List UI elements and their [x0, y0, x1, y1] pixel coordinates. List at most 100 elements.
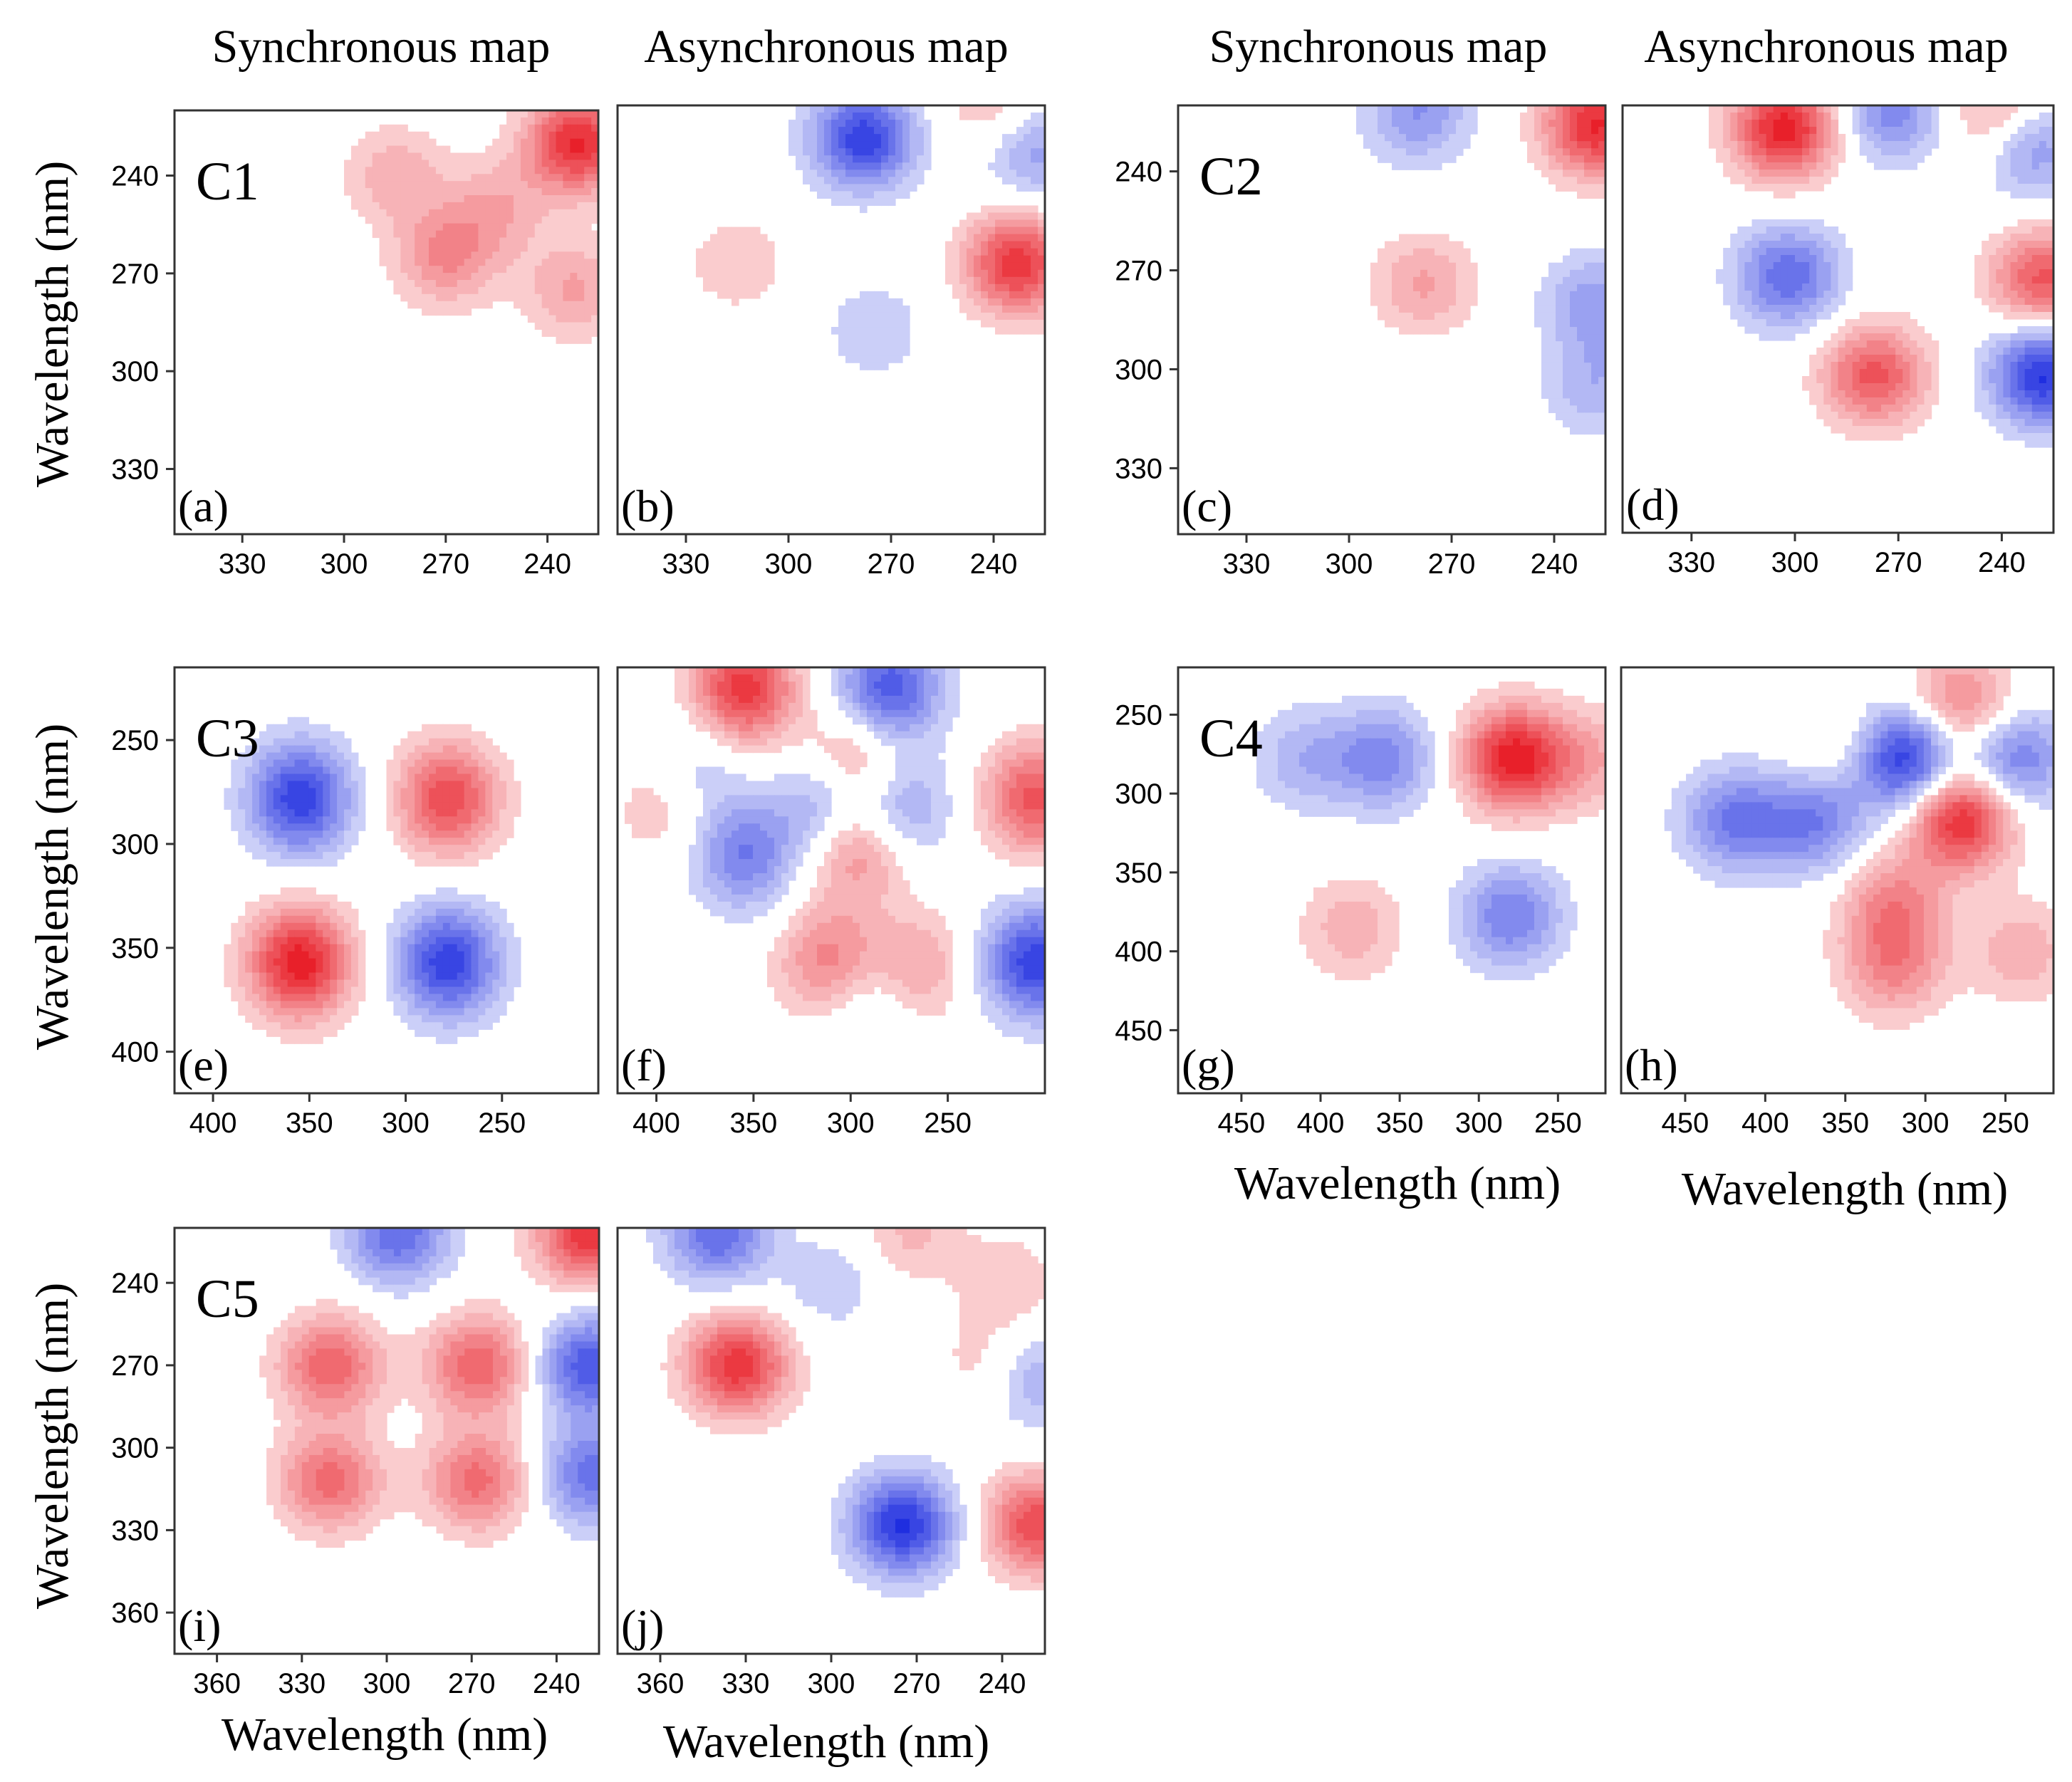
heatmap-cell [1730, 291, 1738, 298]
heatmap-cell [429, 1008, 437, 1016]
heatmap-cell [471, 745, 479, 754]
heatmap-cell [407, 823, 415, 831]
heatmap-cell [1548, 170, 1556, 177]
heatmap-cell [435, 273, 444, 281]
heatmap-cell [817, 127, 825, 135]
heatmap-cell [1584, 127, 1592, 135]
heatmap-cell [1406, 155, 1414, 163]
heatmap-cell [499, 908, 507, 917]
heatmap-cell [471, 1022, 479, 1030]
heatmap-cell [2010, 390, 2019, 398]
heatmap-cell [337, 795, 345, 803]
column-title-synchronous-right: Synchronous map [1209, 21, 1548, 73]
heatmap-cell [1591, 105, 1599, 113]
heatmap-cell [703, 283, 711, 292]
heatmap-cell [2031, 269, 2040, 277]
heatmap-cell [938, 667, 946, 675]
heatmap-cell [1866, 340, 1875, 348]
heatmap-cell [534, 181, 543, 189]
heatmap-cell [1895, 141, 1903, 149]
heatmap-cell [422, 301, 430, 309]
heatmap-cell [259, 745, 267, 754]
heatmap-cell [506, 809, 514, 817]
heatmap-cell [591, 181, 599, 189]
heatmap-cell [1413, 141, 1421, 149]
heatmap-cell [506, 759, 514, 768]
heatmap-cell [1427, 241, 1435, 249]
heatmap-cell [1780, 134, 1789, 142]
heatmap-cell [350, 781, 359, 789]
heatmap-cell [534, 237, 543, 246]
heatmap-cell [435, 887, 444, 895]
heatmap-cell [584, 145, 592, 154]
heatmap-cell [316, 937, 323, 945]
heatmap-cell [584, 329, 592, 337]
heatmap-cell [231, 773, 239, 782]
heatmap-cell [1570, 170, 1578, 177]
heatmap-cell [435, 1029, 444, 1037]
heatmap-cell [974, 312, 982, 321]
heatmap-cell [365, 160, 373, 167]
heatmap-cell [732, 262, 739, 271]
heatmap-cell [1556, 384, 1563, 392]
heatmap-cell [1873, 319, 1882, 327]
heatmap-cell [1456, 269, 1464, 278]
heatmap-cell [266, 972, 274, 981]
heatmap-cell [1520, 127, 1528, 135]
heatmap-cell [231, 937, 239, 945]
heatmap-cell [1435, 113, 1442, 120]
heatmap-cell [323, 929, 330, 938]
heatmap-cell [429, 894, 437, 902]
heatmap-cell [1378, 148, 1385, 156]
heatmap-cell [386, 223, 395, 231]
heatmap-cell [570, 209, 578, 217]
heatmap-cell [273, 752, 281, 761]
heatmap-cell [959, 255, 967, 264]
heatmap-cell [499, 922, 507, 931]
heatmap-cell [1996, 120, 2004, 127]
heatmap-cell [386, 937, 395, 945]
heatmap-cell [1016, 298, 1024, 306]
column-title-asynchronous-left: Asynchronous map [644, 21, 1008, 73]
heatmap-cell [1420, 298, 1428, 306]
heatmap-cell [1556, 155, 1563, 163]
heatmap-cell [1730, 276, 1738, 284]
heatmap-cell [485, 251, 493, 259]
heatmap-cell [266, 788, 274, 796]
heatmap-cell [499, 1001, 507, 1009]
heatmap-cell [2031, 241, 2040, 249]
heatmap-cells [625, 667, 1046, 1044]
heatmap-cell [917, 162, 925, 170]
heatmap-cell [1570, 141, 1578, 149]
x-tick-label: 330 [1667, 547, 1715, 578]
heatmap-cell [1024, 170, 1031, 177]
heatmap-cell [449, 845, 458, 853]
heatmap-cell [2031, 120, 2040, 127]
heatmap-cell [514, 237, 521, 246]
heatmap-cell [1024, 205, 1031, 214]
heatmap-cell [831, 674, 839, 682]
heatmap-cell [294, 887, 303, 895]
heatmap-cell [1795, 255, 1803, 263]
heatmap-cell [492, 802, 500, 810]
heatmap-cell [1420, 105, 1428, 113]
heatmap-cell [506, 174, 514, 182]
heatmap-cell [429, 845, 437, 853]
heatmap-cell [252, 1015, 260, 1023]
heatmap-cell [1449, 283, 1457, 292]
heatmap-cell [1577, 363, 1585, 370]
heatmap-cell [422, 823, 430, 831]
heatmap-cell [591, 145, 599, 154]
heatmap-cell [1016, 269, 1024, 278]
heatmap-cell [867, 141, 875, 149]
heatmap-cell [2039, 397, 2047, 405]
heatmap-cell [442, 301, 451, 309]
heatmap-cell [478, 852, 486, 860]
heatmap-cell [1427, 120, 1435, 127]
heatmap-cell [2003, 305, 2011, 313]
heatmap-cell [1859, 383, 1868, 391]
heatmap-cell [1895, 120, 1903, 127]
heatmap-cell [330, 929, 338, 938]
heatmap-cell [1982, 105, 1989, 113]
heatmap-cell [400, 788, 408, 796]
